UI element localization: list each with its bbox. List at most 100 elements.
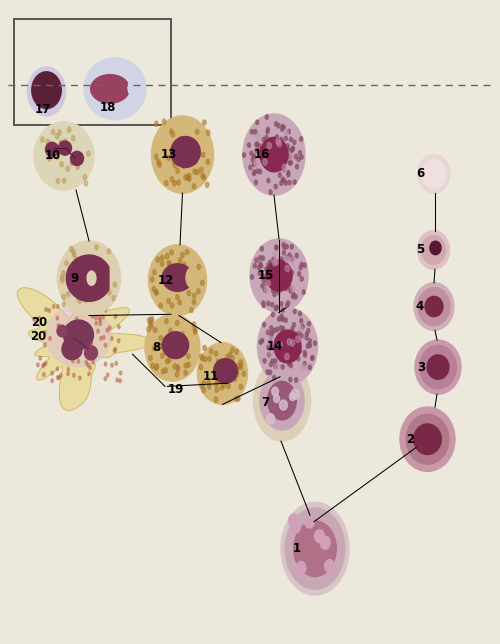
Ellipse shape — [293, 180, 296, 184]
Ellipse shape — [60, 374, 62, 377]
Ellipse shape — [282, 178, 286, 183]
Text: 2: 2 — [406, 433, 414, 446]
Ellipse shape — [62, 270, 65, 276]
Ellipse shape — [202, 153, 205, 158]
Ellipse shape — [254, 180, 258, 185]
Ellipse shape — [184, 370, 188, 375]
Ellipse shape — [234, 397, 238, 402]
Ellipse shape — [278, 173, 281, 177]
Ellipse shape — [194, 327, 197, 332]
Ellipse shape — [269, 336, 274, 343]
Ellipse shape — [62, 294, 66, 299]
Ellipse shape — [266, 260, 292, 291]
Ellipse shape — [305, 336, 308, 340]
Ellipse shape — [418, 231, 450, 269]
Ellipse shape — [87, 271, 96, 285]
Ellipse shape — [274, 364, 276, 368]
Ellipse shape — [77, 330, 80, 334]
Ellipse shape — [118, 339, 120, 343]
Ellipse shape — [262, 323, 266, 327]
Ellipse shape — [33, 317, 35, 321]
Ellipse shape — [92, 290, 96, 296]
Ellipse shape — [155, 290, 158, 295]
Ellipse shape — [150, 316, 154, 321]
Ellipse shape — [168, 357, 171, 363]
Ellipse shape — [48, 156, 51, 161]
Ellipse shape — [160, 255, 164, 260]
Ellipse shape — [252, 162, 256, 166]
Ellipse shape — [97, 329, 100, 333]
Ellipse shape — [46, 142, 59, 156]
Ellipse shape — [286, 244, 288, 249]
Ellipse shape — [293, 309, 296, 314]
Ellipse shape — [273, 292, 276, 297]
Ellipse shape — [304, 350, 306, 355]
Ellipse shape — [262, 256, 264, 260]
Ellipse shape — [94, 316, 97, 319]
Ellipse shape — [204, 356, 207, 361]
Ellipse shape — [56, 316, 58, 320]
Ellipse shape — [242, 371, 246, 376]
FancyBboxPatch shape — [14, 19, 171, 125]
Ellipse shape — [32, 71, 61, 109]
Ellipse shape — [188, 176, 191, 182]
Polygon shape — [66, 255, 109, 301]
Ellipse shape — [250, 275, 254, 279]
Ellipse shape — [254, 360, 310, 441]
Ellipse shape — [314, 530, 324, 543]
Ellipse shape — [95, 321, 98, 325]
Ellipse shape — [151, 363, 154, 368]
Ellipse shape — [179, 137, 182, 142]
Ellipse shape — [200, 280, 204, 285]
Ellipse shape — [60, 274, 64, 279]
Ellipse shape — [258, 144, 261, 148]
Ellipse shape — [52, 129, 55, 135]
Ellipse shape — [99, 318, 102, 322]
Ellipse shape — [150, 323, 153, 328]
Ellipse shape — [48, 151, 52, 156]
Ellipse shape — [288, 160, 292, 165]
Ellipse shape — [79, 350, 82, 354]
Ellipse shape — [93, 348, 96, 352]
Ellipse shape — [308, 321, 310, 326]
Ellipse shape — [276, 135, 278, 139]
Ellipse shape — [102, 336, 105, 339]
Ellipse shape — [287, 171, 290, 175]
Ellipse shape — [252, 171, 256, 176]
Ellipse shape — [44, 330, 46, 334]
Text: 16: 16 — [254, 148, 270, 161]
Ellipse shape — [288, 129, 290, 134]
Ellipse shape — [284, 354, 289, 360]
Ellipse shape — [201, 173, 204, 178]
Ellipse shape — [290, 363, 292, 368]
Ellipse shape — [46, 139, 50, 144]
Ellipse shape — [66, 292, 70, 297]
Ellipse shape — [83, 175, 86, 180]
Ellipse shape — [166, 359, 169, 364]
Ellipse shape — [42, 363, 45, 367]
Ellipse shape — [214, 382, 218, 387]
Ellipse shape — [254, 158, 258, 165]
Ellipse shape — [184, 175, 188, 180]
Text: 7: 7 — [262, 396, 270, 409]
Ellipse shape — [51, 371, 54, 375]
Ellipse shape — [259, 256, 262, 260]
Ellipse shape — [40, 137, 44, 142]
Ellipse shape — [65, 260, 68, 265]
Ellipse shape — [159, 336, 162, 341]
Text: 4: 4 — [415, 300, 423, 313]
Ellipse shape — [166, 254, 169, 259]
Ellipse shape — [287, 358, 290, 363]
Text: 20: 20 — [30, 330, 46, 343]
Ellipse shape — [236, 396, 240, 401]
Ellipse shape — [286, 301, 290, 305]
Ellipse shape — [266, 115, 268, 119]
Ellipse shape — [274, 395, 280, 402]
Ellipse shape — [324, 560, 334, 573]
Ellipse shape — [286, 144, 289, 148]
Ellipse shape — [258, 265, 260, 270]
Ellipse shape — [261, 283, 264, 288]
Ellipse shape — [268, 260, 272, 265]
Ellipse shape — [190, 307, 193, 312]
Ellipse shape — [258, 308, 318, 385]
